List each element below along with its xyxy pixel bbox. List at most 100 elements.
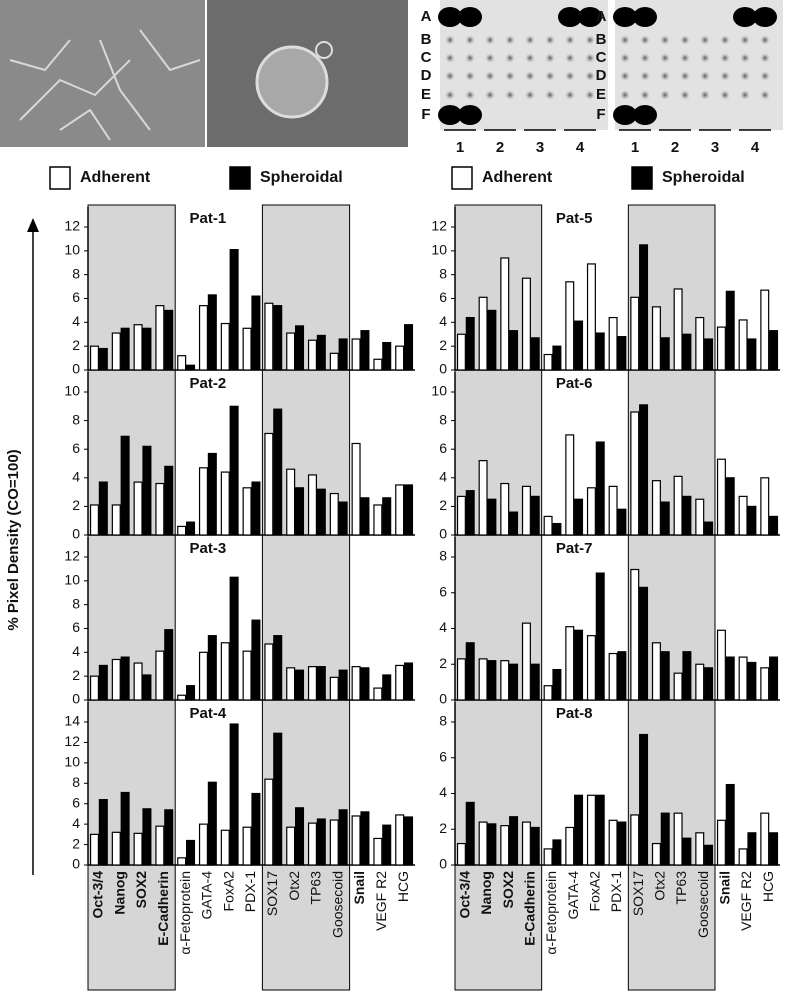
blot-row-label: D <box>596 67 607 84</box>
x-tick-label: Snail <box>351 871 367 904</box>
bar <box>617 651 627 701</box>
bar <box>682 333 692 371</box>
y-tick-label: 0 <box>72 691 80 707</box>
legend-label: Adherent <box>482 169 553 186</box>
bar <box>164 465 174 536</box>
y-tick-label: 10 <box>431 383 447 399</box>
bar <box>360 811 370 866</box>
blot-dot <box>505 71 515 81</box>
x-tick-label: Oct-3/4 <box>457 871 473 919</box>
bar <box>716 458 726 536</box>
blot-dot <box>640 53 650 63</box>
blot-spot <box>733 7 757 27</box>
blot-dot <box>565 71 575 81</box>
bar <box>89 675 100 701</box>
chart: Pat-5024681012AdherentSpheroidalOct-3/4N… <box>431 207 780 377</box>
x-tick-label: VEGF R2 <box>373 871 389 931</box>
bar <box>229 723 239 866</box>
bar <box>207 635 217 701</box>
bar <box>164 309 174 371</box>
bar <box>769 330 779 371</box>
bar <box>120 435 130 536</box>
bar <box>543 515 553 536</box>
blot-dot <box>485 71 495 81</box>
bar <box>716 326 726 371</box>
bar <box>286 468 296 536</box>
bar <box>456 333 466 371</box>
blot-dot <box>585 53 595 63</box>
blot-spot <box>613 7 637 27</box>
legend-label: Spheroidal <box>260 169 343 186</box>
x-tick-label: PDX-1 <box>242 871 258 912</box>
bar <box>747 832 757 866</box>
bar <box>586 487 596 536</box>
legend-swatch <box>229 166 251 190</box>
blot-dot <box>700 53 710 63</box>
blot-dot <box>585 35 595 45</box>
bar <box>177 694 187 701</box>
bar <box>351 338 361 371</box>
blot-dot <box>565 90 575 100</box>
bar <box>478 821 488 866</box>
bar <box>133 481 143 536</box>
y-tick-label: 8 <box>72 595 80 611</box>
x-tick-label: Otx2 <box>286 871 302 901</box>
bar <box>500 825 510 866</box>
bar <box>673 288 683 371</box>
bar <box>404 816 414 866</box>
blot-dot <box>700 90 710 100</box>
bar <box>286 332 296 371</box>
blot-dot <box>760 53 770 63</box>
bar <box>360 667 370 701</box>
bar <box>120 656 130 701</box>
y-tick-label: 2 <box>72 497 80 513</box>
blot-dot <box>525 71 535 81</box>
y-tick-label: 0 <box>72 526 80 542</box>
cell <box>315 41 333 59</box>
bar <box>329 819 339 866</box>
bar <box>760 667 770 701</box>
bar <box>608 316 618 371</box>
bar <box>186 364 196 371</box>
blot-col-label: 1 <box>631 139 639 156</box>
bar <box>295 807 305 866</box>
y-tick-label: 6 <box>439 583 447 599</box>
blot-spot <box>558 7 582 27</box>
bar <box>142 445 152 536</box>
blot-row-label: E <box>596 86 606 103</box>
x-tick-label: SOX2 <box>500 871 516 909</box>
bar <box>395 345 405 371</box>
bar <box>264 643 274 701</box>
bar <box>725 783 735 866</box>
y-tick-label: 2 <box>439 337 447 353</box>
x-tick-label: Snail <box>717 871 733 904</box>
bar <box>155 825 165 866</box>
series: Adherent <box>456 568 770 701</box>
bar <box>220 322 230 371</box>
blot-dot <box>660 90 670 100</box>
blot-dot <box>465 53 475 63</box>
bar <box>704 521 714 536</box>
bar <box>682 495 692 536</box>
bar <box>338 809 348 866</box>
bar <box>251 792 261 866</box>
blot-spot <box>633 7 657 27</box>
y-tick-label: 2 <box>72 835 80 851</box>
blot-dot <box>620 90 630 100</box>
y-tick-label: 4 <box>72 469 80 485</box>
bar <box>651 480 661 536</box>
y-axis-label: % Pixel Density (CO=100) <box>5 449 22 630</box>
x-tick-label: Otx2 <box>652 871 668 901</box>
blot-dot <box>700 35 710 45</box>
x-tick-label: SOX17 <box>264 871 280 916</box>
blot-row-label: F <box>596 106 605 123</box>
y-tick-label: 6 <box>439 440 447 456</box>
bar <box>264 432 274 536</box>
legend-swatch <box>49 166 71 190</box>
bar <box>338 501 348 536</box>
bar <box>465 642 475 701</box>
bar <box>760 477 770 536</box>
x-tick-label: GATA-4 <box>565 871 581 920</box>
blot-dot <box>525 53 535 63</box>
bar <box>373 504 383 536</box>
